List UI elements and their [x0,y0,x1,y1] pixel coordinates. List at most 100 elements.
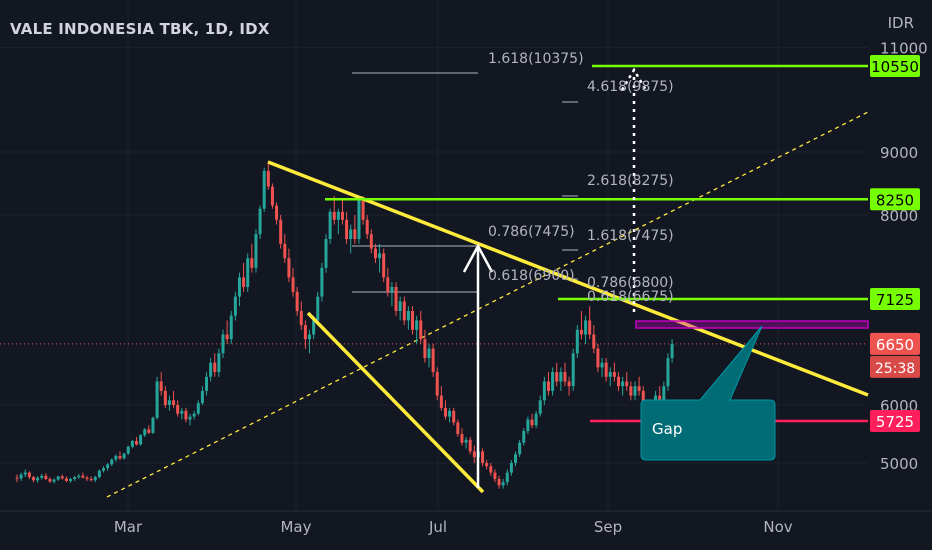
candle-body [373,248,377,259]
fib-label: 4.618(9875) [587,79,674,95]
candle-body [316,296,320,321]
candle-body [452,410,456,423]
candle-body [106,464,110,469]
candle-body [378,253,382,259]
support-tag-text: 5725 [876,413,914,431]
candle-body [258,208,262,235]
support-tag [870,409,920,432]
candle-body [237,277,241,297]
candle-body [60,476,64,479]
fib-label: 0.618(6675) [587,289,674,305]
candle-body [670,343,674,358]
last-price-text: 6650 [876,336,914,354]
candle-body [518,442,522,455]
candle-body [641,390,645,405]
candle-body [44,475,48,479]
candle-body [456,422,460,434]
candle-body [299,311,303,326]
last-price-tag [870,332,920,355]
countdown-text: 25:38 [875,361,915,377]
candle-body [85,477,89,479]
candle-body [390,287,394,292]
candle-body [419,320,423,340]
candle-body [176,405,180,414]
fib-label: 2.618(8275) [587,173,674,189]
candle-body [295,291,299,311]
candle-body [522,431,526,443]
candle-body [349,229,353,239]
candle-body [534,413,538,426]
candle-body [411,311,415,330]
candle-body [538,400,542,414]
x-tick-label: Nov [763,518,792,536]
x-tick-label: Jul [428,518,447,536]
candle-body [225,334,229,340]
candle-body [324,239,328,268]
candle-body [287,258,291,278]
candle-body [122,453,126,459]
candle-body [19,474,23,479]
candle-body [357,199,361,239]
candle-body [489,466,493,473]
candle-body [382,253,386,278]
gap-box [635,320,869,329]
candle-body [205,376,209,391]
candle-body [320,267,324,297]
candle-body [493,472,497,479]
candle-body [262,170,266,209]
candle-body [332,211,336,220]
candle-body [505,472,509,483]
level-tag-7125 [870,288,920,310]
candle-body [97,470,101,478]
y-tick-label: 8000 [880,207,918,225]
candle-body [637,386,641,391]
candle-body [48,479,52,482]
target-arrow-head [620,67,648,91]
candle-body [546,381,550,391]
candle-body [596,348,600,368]
candle-body [559,372,563,382]
candle-body [130,440,134,447]
candle-body [514,454,518,463]
candle-body [353,229,357,239]
candle-body [242,277,246,287]
candle-body [571,353,575,387]
candle-body [229,315,233,340]
candle-body [31,477,35,481]
level-tag-8250 [870,188,920,211]
candle-body [579,329,583,335]
candle-body [629,386,633,396]
candle-body [365,219,369,235]
candle-body [658,395,662,401]
candle-body [89,479,93,481]
candle-body [308,334,312,340]
candle-body [662,386,666,401]
candle-body [509,463,513,473]
candle-body [584,320,588,335]
candle-body [464,439,468,443]
candle-body [102,468,106,471]
candle-body [328,211,332,239]
candle-body [402,301,406,321]
candle-body [423,339,427,358]
fib-label: 1.618(7475) [587,228,674,244]
candle-body [501,482,505,486]
candle-body [283,243,287,259]
gap-callout [640,325,776,461]
candle-body [56,476,60,480]
candle-body [172,400,176,405]
measure-arrow-head [462,243,494,273]
level-tag-10550 [870,55,920,77]
candle-body [604,362,608,377]
candle-body [555,372,559,382]
candle-body [472,451,476,458]
x-tick-label: Mar [114,518,143,536]
candle-body [192,413,196,417]
candle-body [394,287,398,311]
candle-body [345,219,349,239]
candle-body [336,211,340,220]
candle-body [69,479,73,481]
wedge-upper-line [267,160,869,397]
